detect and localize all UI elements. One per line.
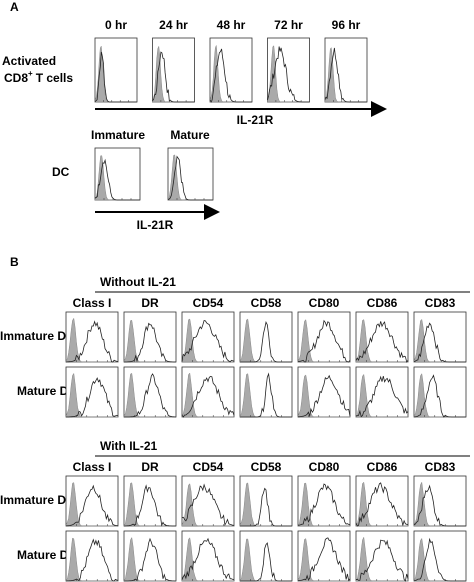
panel-label: B (10, 255, 19, 269)
column-label: CD80 (309, 296, 340, 310)
column-label: DR (141, 296, 159, 310)
row-label-part: CD8 (4, 71, 28, 85)
marker-histogram (94, 51, 137, 103)
column-label: 96 hr (332, 18, 361, 32)
marker-histogram (297, 537, 351, 582)
isotype-histogram (355, 373, 408, 418)
marker-histogram (124, 373, 177, 418)
marker-histogram (413, 484, 466, 527)
column-label: DR (141, 460, 159, 474)
marker-histogram (66, 377, 119, 418)
row-label: DC (52, 165, 70, 179)
marker-histogram (297, 319, 351, 363)
isotype-histogram (297, 538, 350, 582)
column-label: CD83 (425, 460, 456, 474)
isotype-histogram (181, 537, 234, 582)
marker-histogram (240, 372, 292, 418)
row-label: Mature DC (17, 384, 77, 398)
column-label: CD80 (309, 460, 340, 474)
isotype-histogram (181, 318, 234, 363)
isotype-histogram (297, 482, 350, 527)
column-label: CD54 (193, 460, 224, 474)
row-label-sup: + (28, 69, 33, 78)
marker-histogram (297, 483, 351, 526)
marker-histogram (240, 320, 292, 363)
marker-histogram (324, 47, 367, 103)
isotype-histogram (355, 536, 408, 582)
row-label: Immature DC (0, 493, 75, 507)
column-label: CD58 (251, 296, 282, 310)
axis-label: IL-21R (237, 113, 274, 127)
marker-histogram (298, 374, 351, 418)
marker-histogram (413, 537, 466, 582)
marker-histogram (413, 322, 466, 363)
column-label: CD86 (367, 460, 398, 474)
marker-histogram (65, 484, 119, 527)
isotype-histogram (181, 372, 234, 418)
row-label: Activated (2, 54, 56, 68)
isotype-histogram (65, 372, 118, 418)
isotype-histogram (355, 319, 408, 363)
column-label: CD83 (425, 296, 456, 310)
marker-histogram (152, 51, 195, 103)
marker-histogram (413, 374, 466, 418)
column-label: Mature (170, 128, 210, 142)
column-label: Immature (91, 128, 145, 142)
column-label: 48 hr (217, 18, 246, 32)
row-label: Mature DC (17, 548, 77, 562)
marker-histogram (240, 542, 292, 582)
marker-histogram (94, 158, 140, 201)
marker-histogram (267, 46, 310, 103)
isotype-histogram (123, 372, 176, 418)
column-label: Class I (73, 296, 112, 310)
marker-histogram (124, 322, 176, 363)
column-label: 72 hr (274, 18, 303, 32)
row-label-part: T cells (36, 71, 74, 85)
marker-histogram (65, 538, 119, 582)
marker-histogram (181, 537, 235, 581)
marker-histogram (124, 484, 176, 527)
isotype-histogram (123, 536, 176, 582)
marker-histogram (124, 537, 176, 582)
column-label: CD54 (193, 296, 224, 310)
isotype-histogram (297, 374, 350, 418)
marker-histogram (355, 375, 409, 418)
isotype-histogram (181, 483, 234, 527)
marker-histogram (167, 155, 213, 201)
isotype-histogram (65, 482, 118, 527)
isotype-histogram (297, 319, 350, 363)
marker-histogram (181, 483, 235, 527)
column-label: 24 hr (159, 18, 188, 32)
row-label: CD8+ T cells (4, 69, 73, 85)
marker-histogram (181, 319, 235, 363)
column-label: Class I (73, 460, 112, 474)
marker-histogram (209, 48, 252, 103)
group-title: With IL-21 (100, 439, 158, 453)
column-label: CD86 (367, 296, 398, 310)
axis-label: IL-21R (137, 218, 174, 232)
marker-histogram (355, 321, 409, 363)
marker-histogram (240, 487, 292, 527)
column-label: 0 hr (105, 18, 127, 32)
column-label: CD58 (251, 460, 282, 474)
marker-histogram (355, 539, 409, 582)
isotype-histogram (65, 537, 118, 582)
marker-histogram (65, 320, 119, 363)
group-title: Without IL-21 (100, 275, 176, 289)
marker-histogram (181, 375, 235, 418)
panel-label: A (10, 0, 19, 14)
row-label: Immature DC (0, 329, 75, 343)
marker-histogram (355, 482, 409, 527)
